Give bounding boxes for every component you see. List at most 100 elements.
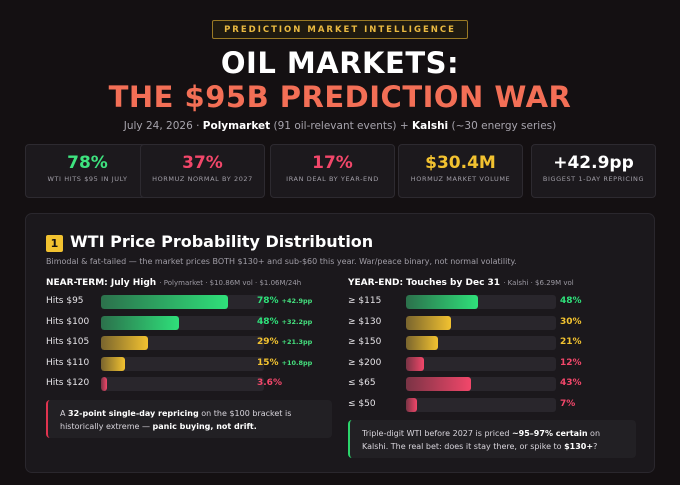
bar-percent: 12% [560, 358, 582, 368]
bar-fill [101, 356, 126, 371]
bar-label: ≥ $150 [348, 337, 382, 347]
stat-card: $30.4M HORMUZ MARKET VOLUME [398, 144, 523, 198]
note-emphasis: 32-point single-day repricing [68, 409, 199, 418]
bar-track [406, 315, 556, 330]
bar-fill [101, 315, 180, 330]
near-term-meta: · Polymarket · $10.86M vol · $1.06M/24h [159, 279, 302, 287]
stats-row: 78% WTI HITS $95 IN JULY 37% HORMUZ NORMAL … [25, 144, 656, 198]
bar-row: ≤ $50 7% [348, 397, 638, 412]
change-value: +21.3pp [281, 338, 313, 346]
stat-label: WTI HITS $95 IN JULY [47, 175, 128, 183]
percent-value: 21% [560, 337, 582, 347]
note-emphasis: $130+ [564, 442, 594, 451]
year-end-meta: · Kalshi · $6.29M vol [503, 279, 574, 287]
stat-card: 78% WTI HITS $95 IN JULY [25, 144, 150, 198]
note-text: ? [593, 442, 598, 451]
note-text: on the $100 bracket is historically extr… [60, 409, 292, 431]
source-kalshi-detail: (~30 energy series) [451, 120, 557, 132]
source-polymarket: Polymarket [202, 120, 271, 132]
bar-percent: 43% [560, 378, 582, 388]
bar-track [101, 356, 264, 371]
separator: · [196, 120, 200, 132]
stat-card: +42.9pp BIGGEST 1-DAY REPRICING [531, 144, 656, 198]
report-date: July 24, 2026 [123, 120, 193, 132]
note-text: on Kalshi. The real bet: does it stay th… [362, 429, 601, 451]
bar-fill [406, 336, 438, 350]
bar-fill [101, 377, 107, 391]
bar-track [406, 336, 556, 350]
bar-track [406, 377, 556, 391]
bar-row: Hits $105 29% +21.3pp [46, 336, 336, 350]
percent-value: 29% [257, 337, 279, 347]
bar-row: ≥ $200 12% [348, 356, 638, 371]
bar-fill [406, 377, 471, 391]
bar-label: Hits $100 [46, 316, 90, 327]
near-term-heading: NEAR-TERM: July High · Polymarket · $10.… [46, 278, 301, 288]
stat-label: HORMUZ MARKET VOLUME [410, 175, 511, 183]
page-title-line2: THE $95B PREDICTION WAR [108, 80, 572, 114]
percent-value: 7% [560, 398, 576, 409]
stat-value: $30.4M [425, 153, 496, 173]
percent-value: 12% [560, 357, 582, 368]
source-kalshi: Kalshi [412, 120, 449, 132]
bar-track [101, 315, 264, 330]
change-value: +32.2pp [281, 317, 313, 326]
stat-card: 37% HORMUZ NORMAL BY 2027 [140, 144, 265, 198]
bar-fill [406, 356, 424, 371]
distribution-panel: 1 WTI Price Probability Distribution Bim… [25, 213, 655, 473]
percent-value: 15% [257, 357, 279, 368]
bar-track [101, 336, 264, 350]
bar-fill [101, 336, 149, 350]
section-number: 1 [46, 235, 63, 252]
percent-value: 48% [257, 316, 279, 327]
percent-value: 30% [560, 316, 582, 327]
bar-fill [406, 397, 417, 412]
year-end-heading: YEAR-END: Touches by Dec 31 · Kalshi · $… [348, 278, 574, 288]
header-badge: PREDICTION MARKET INTELLIGENCE [212, 20, 468, 39]
bar-label: ≥ $115 [348, 296, 382, 306]
subtitle-line: July 24, 2026 · Polymarket (91 oil-relev… [0, 120, 680, 132]
stat-label: IRAN DEAL BY YEAR-END [286, 175, 379, 183]
bar-percent: 48% [560, 296, 582, 306]
section-title: WTI Price Probability Distribution [70, 232, 374, 251]
percent-value: 78% [257, 296, 279, 306]
section-subtitle: Bimodal & fat-tailed — the market prices… [46, 257, 517, 266]
bar-track [406, 356, 556, 371]
stat-value: 37% [182, 153, 223, 173]
stat-card: 17% IRAN DEAL BY YEAR-END [270, 144, 395, 198]
bar-row: Hits $100 48% +32.2pp [46, 315, 336, 330]
stat-value: 17% [312, 153, 353, 173]
bar-percent: 48% +32.2pp [257, 317, 312, 327]
bar-label: Hits $105 [46, 337, 90, 347]
bar-row: Hits $110 15% +10.8pp [46, 356, 336, 371]
bar-row: ≤ $65 43% [348, 377, 638, 391]
bar-label: Hits $95 [46, 296, 84, 306]
bar-row: ≥ $115 48% [348, 295, 638, 309]
bar-percent: 78% +42.9pp [257, 296, 312, 306]
bar-track [101, 295, 264, 309]
bar-percent: 3.6% [257, 378, 282, 388]
change-value: +42.9pp [281, 297, 313, 305]
year-end-title: YEAR-END: Touches by Dec 31 [348, 278, 501, 288]
bar-label: ≥ $130 [348, 316, 382, 327]
source-polymarket-detail: (91 oil-relevant events) + [273, 120, 409, 132]
percent-value: 48% [560, 296, 582, 306]
note-text: Triple-digit WTI before 2027 is priced [362, 429, 512, 438]
note-emphasis: ~95–97% certain [511, 429, 588, 438]
year-end-note: Triple-digit WTI before 2027 is priced ~… [348, 420, 636, 458]
bar-fill [101, 295, 229, 309]
bar-percent: 29% +21.3pp [257, 337, 312, 347]
percent-value: 43% [560, 378, 582, 388]
bar-label: Hits $110 [46, 357, 90, 368]
bar-label: ≤ $65 [348, 378, 376, 388]
change-value: +10.8pp [281, 358, 313, 367]
bar-percent: 15% +10.8pp [257, 358, 312, 368]
note-text: A [60, 409, 69, 418]
bar-row: ≥ $150 21% [348, 336, 638, 350]
bar-label: ≥ $200 [348, 357, 382, 368]
near-term-title: NEAR-TERM: July High [46, 278, 157, 288]
page-title-line1: OIL MARKETS: [220, 46, 460, 80]
near-term-note: A 32-point single-day repricing on the $… [46, 400, 332, 438]
bar-label: Hits $120 [46, 378, 90, 388]
stat-label: BIGGEST 1-DAY REPRICING [542, 175, 645, 183]
